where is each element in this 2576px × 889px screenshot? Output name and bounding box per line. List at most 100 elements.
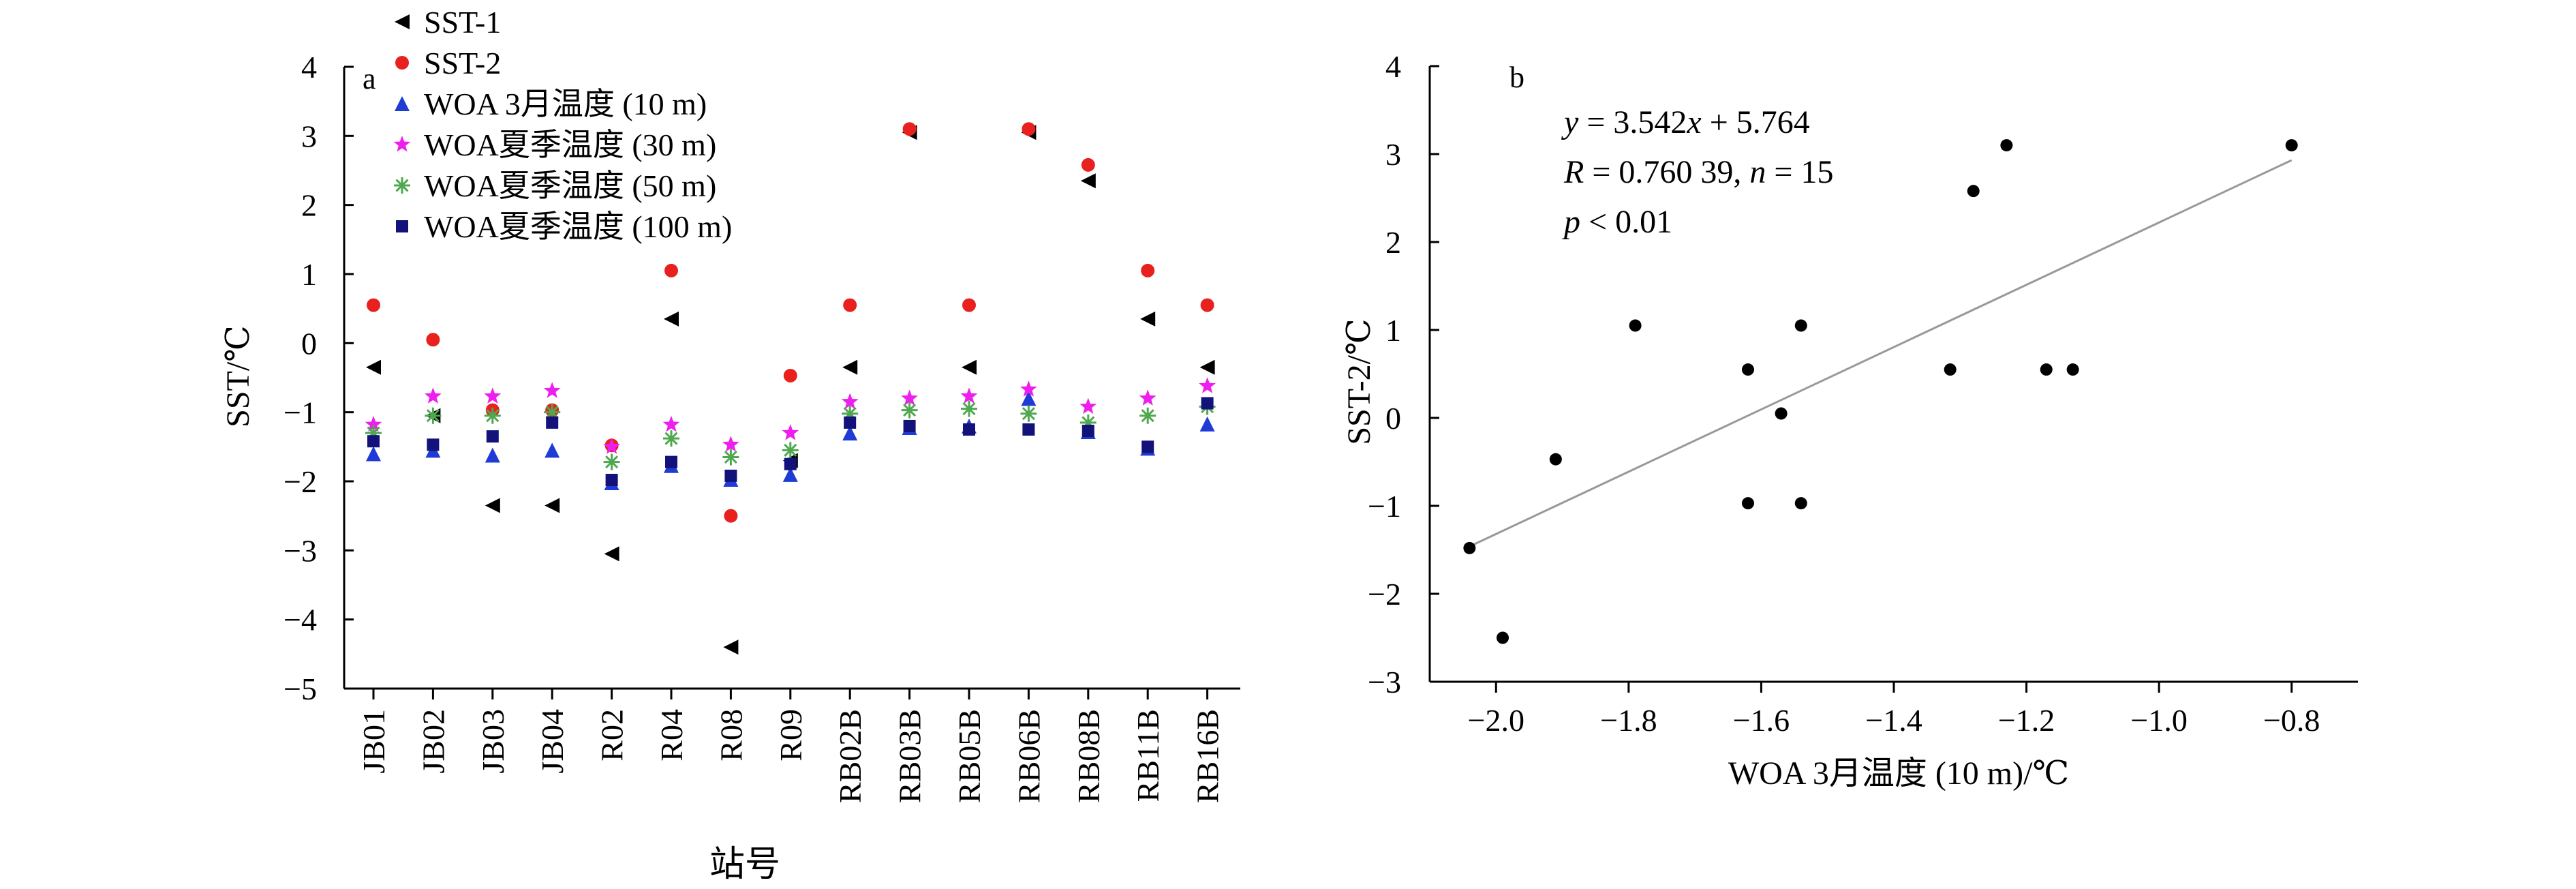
panel-a-point [484, 407, 501, 424]
panel-a-point [723, 639, 739, 655]
panel-a-point [1021, 391, 1037, 406]
legend-label: WOA夏季温度 (30 m) [424, 127, 716, 162]
chart-panel-a: −5 −4 −3 −2 −1 0 1 2 3 4 JB01 JB02 JB03 JB04 R02 R04 R08… [220, 5, 1240, 884]
panel-a-point [784, 457, 797, 470]
panel-a-point [546, 416, 559, 429]
panel-a-x-tick-label: R09 [773, 709, 808, 762]
legend-label: WOA 3月温度 (10 m) [424, 87, 707, 121]
panel-b-point [1967, 185, 1980, 198]
panel-b-y-tick-label: 4 [1385, 49, 1401, 84]
panel-b-point [1629, 319, 1642, 332]
legend-label: WOA夏季温度 (50 m) [424, 168, 716, 203]
panel-a-point [1201, 397, 1214, 410]
panel-b-y-tick-label: 2 [1385, 225, 1401, 260]
panel-a-x-tick-label: R02 [595, 709, 630, 762]
panel-a-point [664, 263, 678, 277]
panel-a-point [962, 298, 976, 312]
panel-b-point [1775, 407, 1788, 420]
panel-a-x-tick-label: JB03 [476, 709, 510, 774]
panel-b-point [2066, 363, 2079, 376]
panel-b-point [1741, 363, 1754, 376]
significance-level: p < 0.01 [1562, 204, 1672, 240]
panel-b-x-tick-label: −1.8 [1600, 703, 1657, 738]
panel-a-y-tick-label: 4 [301, 50, 317, 85]
panel-b-point [1944, 363, 1957, 376]
panel-a-point [901, 389, 918, 406]
panel-a-point [782, 442, 799, 459]
panel-a-x-tick-label: JB02 [416, 709, 450, 774]
legend-marker [395, 96, 410, 111]
panel-a-point [605, 473, 618, 486]
panel-a-y-tick-label: −1 [283, 395, 317, 430]
panel-b-point [1794, 497, 1807, 510]
panel-b-x-tick-label: −1.0 [2130, 703, 2187, 738]
panel-a-point [365, 415, 382, 432]
panel-a-point [1140, 311, 1156, 327]
panel-a-point [1082, 425, 1094, 438]
panel-b-x-tick-label: −2.0 [1468, 703, 1524, 738]
panel-a-point [545, 442, 560, 458]
panel-a-point [1139, 389, 1156, 406]
panel-a-point [722, 449, 739, 466]
panel-a-x-tick-label: RB08B [1071, 709, 1106, 803]
panel-a-point [1022, 122, 1036, 136]
panel-b-point [1741, 497, 1754, 510]
regression-equation: y = 3.542x + 5.764 [1561, 104, 1810, 140]
panel-a-point [783, 368, 797, 382]
panel-a-y-tick-label: 1 [301, 257, 317, 292]
panel-a-point [1141, 440, 1154, 453]
panel-b-y-tick-label: −3 [1368, 665, 1401, 699]
panel-a-legend: SST-1 SST-2 WOA 3月温度 (10 m) WOA夏季温度 (30 m) W… [393, 5, 732, 244]
legend-marker [395, 14, 410, 29]
panel-a-point [1081, 157, 1095, 172]
legend-label: SST-2 [424, 46, 501, 80]
panel-b-point [1463, 541, 1476, 554]
panel-a-point [782, 466, 798, 482]
panel-a-point [1139, 407, 1156, 424]
panel-a-point [543, 382, 561, 398]
regression-line [1469, 159, 2293, 547]
panel-a-point [724, 509, 738, 523]
panel-a-point [1022, 423, 1035, 436]
panel-a-x-tick-label: RB03B [893, 709, 927, 803]
panel-a-point [1199, 377, 1216, 393]
panel-a-data-points [365, 122, 1216, 655]
panel-b-label: b [1509, 61, 1524, 94]
panel-a-x-tick-label: RB02B [833, 709, 868, 803]
panel-b-y-tick-label: −2 [1368, 577, 1401, 612]
panel-a-point [963, 423, 975, 436]
panel-a-point [603, 438, 620, 454]
panel-b-x-tick-label: −1.6 [1733, 703, 1790, 738]
panel-a-point [1079, 397, 1097, 415]
panel-a-y-tick-label: 2 [301, 188, 317, 223]
panel-a-point [367, 435, 380, 448]
panel-a-x-axis-title: 站号 [709, 845, 780, 884]
panel-a-point [663, 430, 679, 447]
panel-b-point [2040, 363, 2053, 376]
panel-a-point [484, 387, 502, 404]
panel-b-point [1497, 631, 1509, 644]
legend-marker [393, 136, 411, 152]
panel-b-y-tick-label: 1 [1385, 313, 1401, 348]
panel-b-point [2000, 139, 2013, 152]
panel-a-y-tick-label: 3 [301, 119, 317, 153]
panel-a-point [961, 400, 977, 417]
panel-a-point [1141, 263, 1155, 277]
panel-a-point [962, 359, 977, 375]
panel-a-point [1199, 359, 1215, 375]
panel-b-y-tick-label: 0 [1385, 401, 1401, 436]
panel-a-point [485, 498, 500, 513]
panel-a-point [664, 311, 679, 327]
panel-b-regression-line [1469, 159, 2293, 547]
panel-a-point [842, 425, 858, 441]
panel-a-point [960, 387, 978, 404]
legend-marker [395, 56, 409, 70]
legend-marker [394, 177, 410, 194]
panel-b-data-points [1463, 139, 2298, 644]
panel-a-point [902, 122, 917, 136]
panel-a-point [425, 407, 442, 424]
panel-b-point [2285, 139, 2298, 152]
panel-a-point [662, 415, 680, 432]
